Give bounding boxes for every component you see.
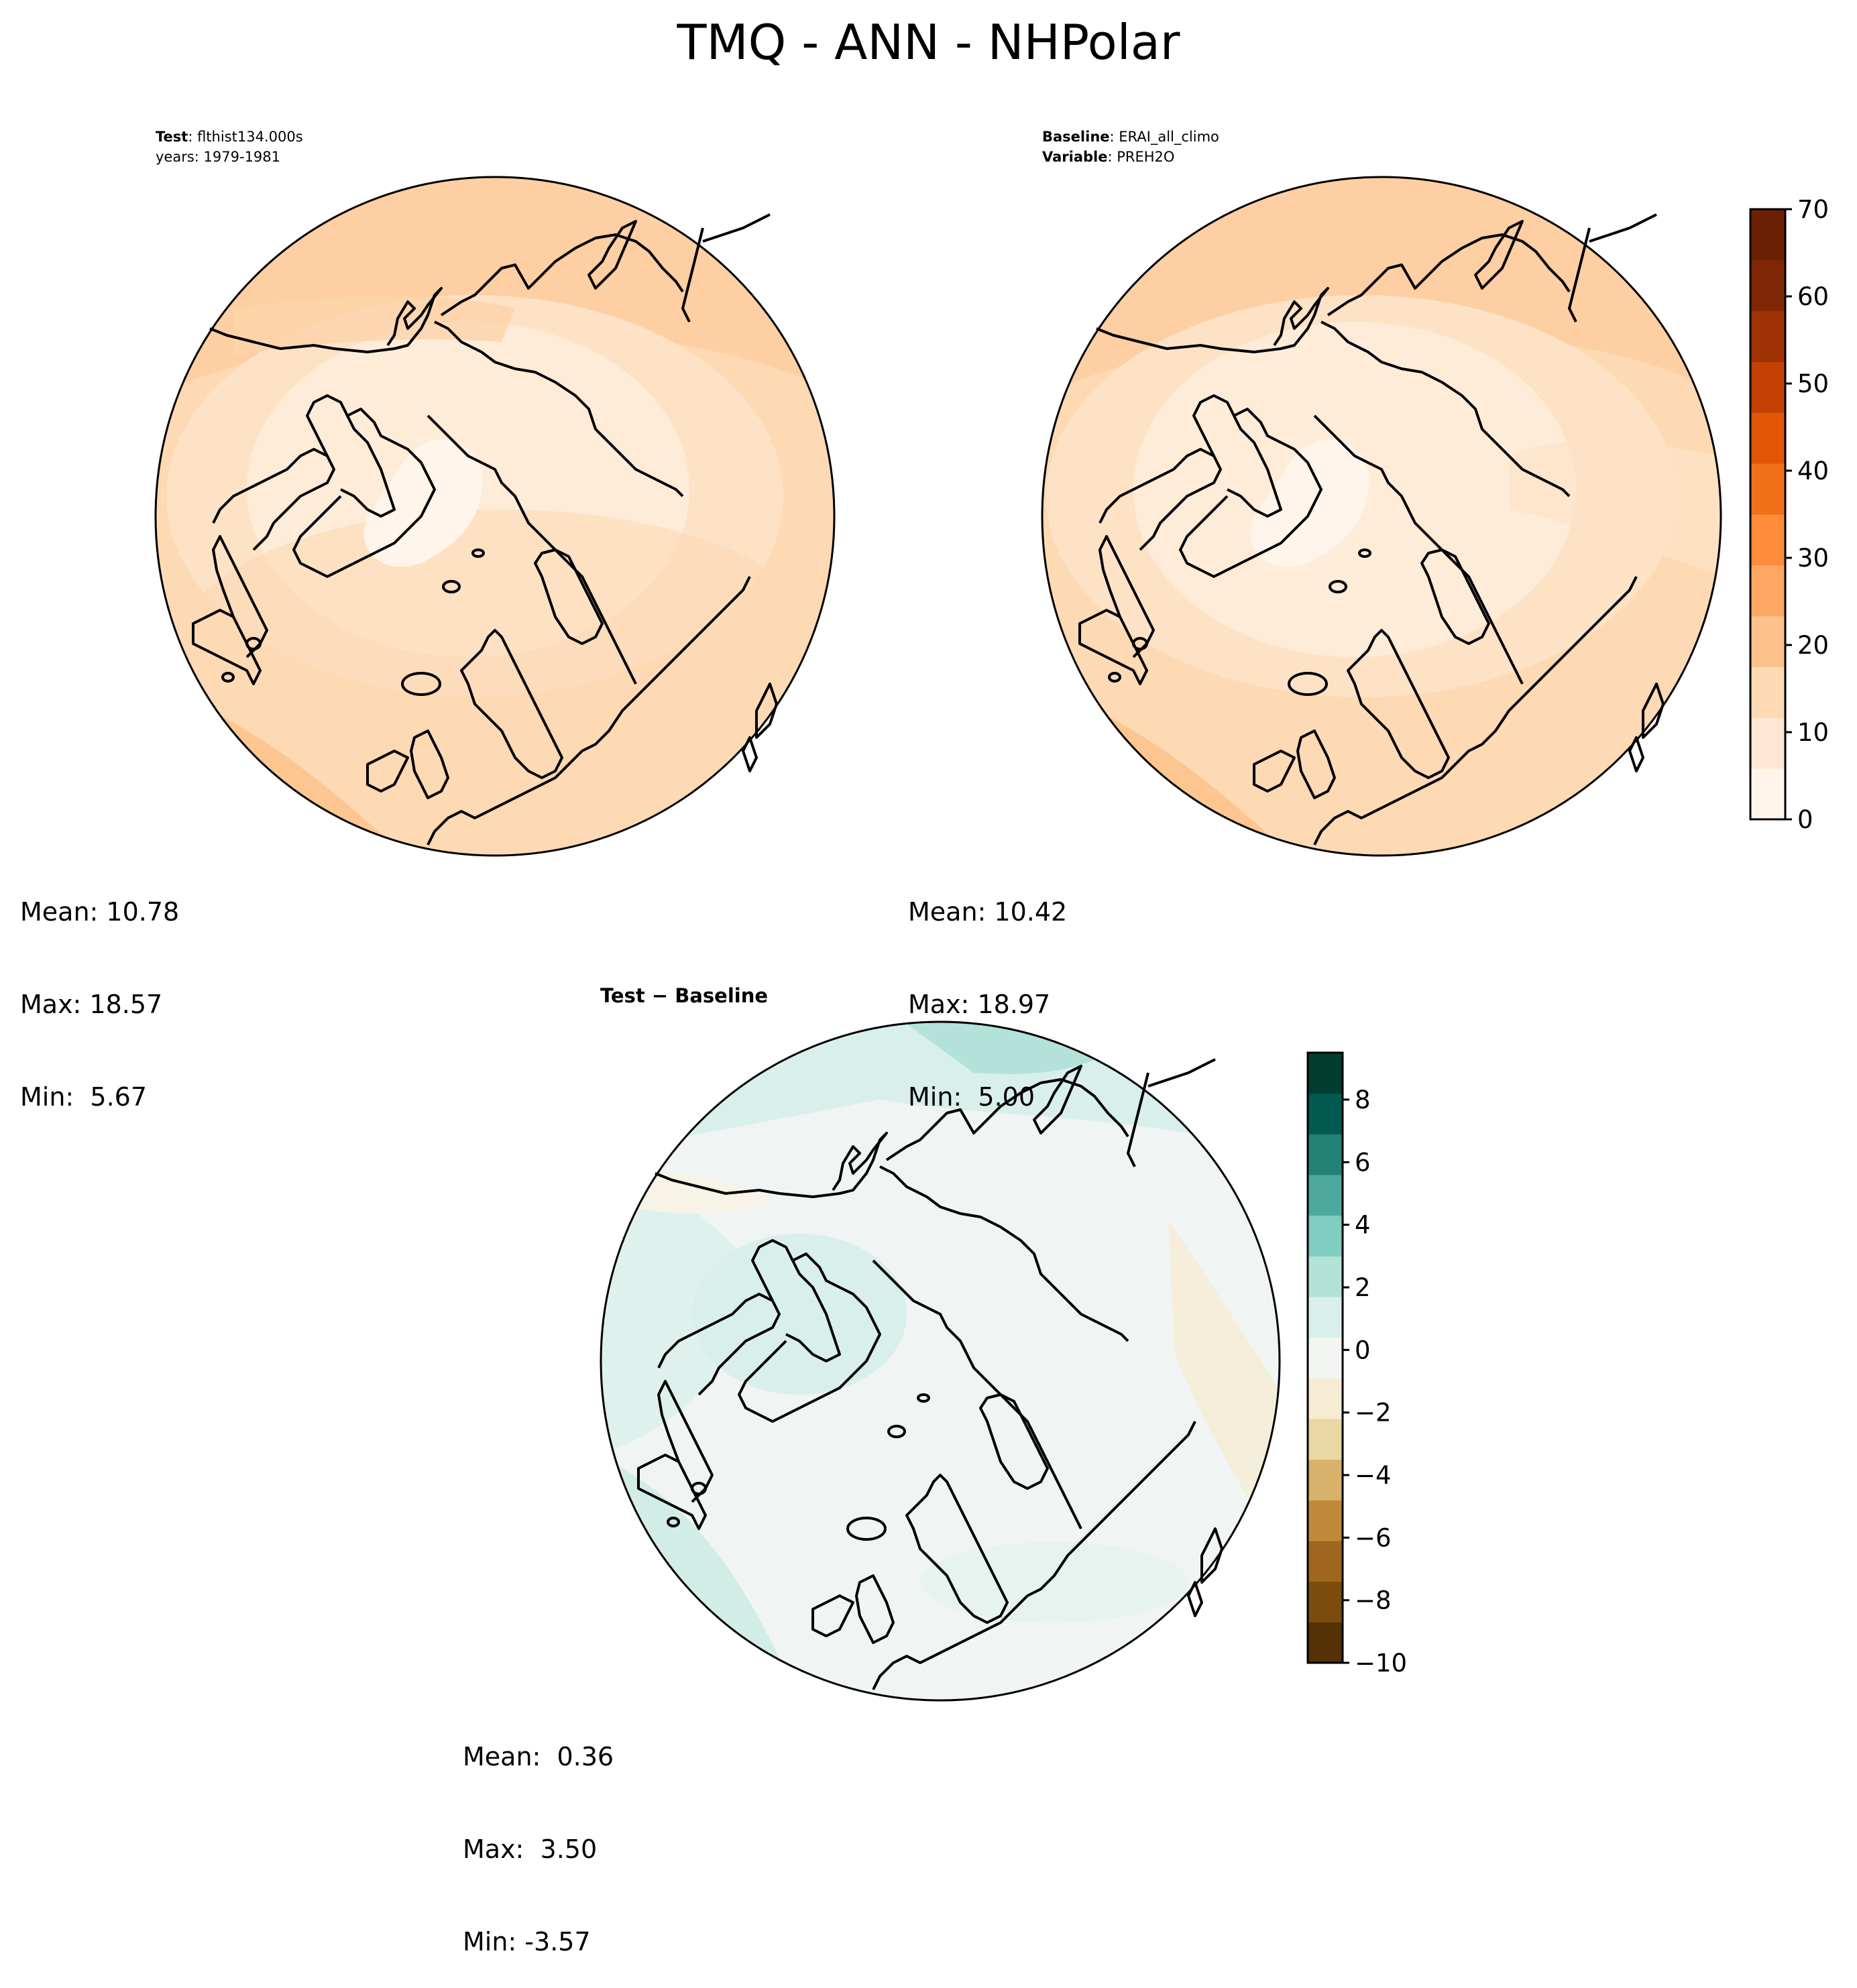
colorbar-segment xyxy=(1308,1581,1343,1623)
colorbar-segment xyxy=(1750,666,1785,718)
test-case-name: : flthist134.000s xyxy=(188,129,303,145)
colorbar-segment xyxy=(1308,1093,1343,1134)
test-max: Max: 18.57 xyxy=(20,990,163,1019)
colorbar-segment xyxy=(1750,463,1785,515)
baseline-case-name: : ERAI_all_climo xyxy=(1109,129,1219,145)
colorbar-tick-label: 30 xyxy=(1797,544,1829,573)
diff-min: Min: -3.57 xyxy=(463,1927,591,1956)
diff-colorbar: −10 −8 −6 −4 −2 0 2 4 6 8 xyxy=(1306,1051,1407,1678)
colorbar-segment xyxy=(1308,1622,1343,1663)
colorbar-tick-label: 0 xyxy=(1797,805,1813,834)
variable-name: : PREH2O xyxy=(1107,149,1175,165)
colorbar-segment xyxy=(1308,1134,1343,1175)
colorbar-segment xyxy=(1750,514,1785,566)
colorbar-segment xyxy=(1750,412,1785,464)
colorbar-segment xyxy=(1308,1297,1343,1338)
colorbar-tick-label: 60 xyxy=(1797,282,1829,311)
colorbar-segment xyxy=(1308,1215,1343,1256)
colorbar-tick-label: 6 xyxy=(1355,1148,1371,1177)
colorbar-segment xyxy=(1308,1459,1343,1501)
test-label: Test xyxy=(156,129,188,145)
baseline-map xyxy=(1041,176,1722,857)
colorbar-tick-label: 40 xyxy=(1797,457,1829,485)
colorbar-tick-label: 0 xyxy=(1355,1336,1371,1364)
coastlines xyxy=(1078,213,1665,845)
coastlines xyxy=(192,213,778,845)
colorbar-segment xyxy=(1750,616,1785,667)
colorbar-tick-label: −6 xyxy=(1355,1523,1392,1552)
diff-max: Max: 3.50 xyxy=(463,1834,598,1864)
colorbar-segment xyxy=(1750,310,1785,362)
colorbar-tick-label: 2 xyxy=(1355,1273,1371,1302)
colorbar-tick-label: −10 xyxy=(1355,1649,1407,1678)
colorbar-segment xyxy=(1750,259,1785,312)
diff-annotation: Test − Baseline xyxy=(600,986,768,1006)
colorbar-tick-label: 20 xyxy=(1797,631,1829,660)
diff-label: Test − Baseline xyxy=(600,984,769,1007)
colorbar-segment xyxy=(1308,1053,1343,1094)
colorbar-segment xyxy=(1750,717,1785,769)
baseline-max: Max: 18.97 xyxy=(908,990,1051,1019)
colorbar-segment xyxy=(1308,1378,1343,1419)
colorbar-segment xyxy=(1308,1541,1343,1582)
colorbar-frame xyxy=(1306,1051,1344,1664)
colorbar-tick-label: 70 xyxy=(1797,195,1829,224)
colorbar-segment xyxy=(1750,361,1785,413)
colorbar-tick-label: 10 xyxy=(1797,718,1829,747)
colorbar-segment xyxy=(1750,768,1785,820)
main-colorbar: 0 10 20 30 40 50 60 70 xyxy=(1749,195,1829,834)
diff-mean: Mean: 0.36 xyxy=(463,1742,614,1771)
baseline-min: Min: 5.00 xyxy=(908,1082,1035,1112)
colorbar-segment xyxy=(1308,1337,1343,1379)
colorbar-tick-label: 50 xyxy=(1797,369,1829,398)
baseline-mean: Mean: 10.42 xyxy=(908,897,1068,927)
test-years: years: 1979-1981 xyxy=(156,149,281,165)
colorbar-tick-label: 4 xyxy=(1355,1211,1371,1240)
test-map xyxy=(154,176,836,857)
colorbar-frame xyxy=(1749,208,1787,821)
colorbar-tick-label: −4 xyxy=(1355,1461,1392,1490)
test-min: Min: 5.67 xyxy=(20,1082,147,1112)
colorbar-segment xyxy=(1308,1500,1343,1541)
diff-map xyxy=(600,1020,1281,1702)
diff-stats: Mean: 0.36 Max: 3.50 Min: -3.57 xyxy=(463,1680,614,1988)
colorbar-segment xyxy=(1308,1175,1343,1216)
baseline-annotation: Baseline: ERAI_all_climo Variable: PREH2… xyxy=(1042,127,1219,167)
baseline-stats: Mean: 10.42 Max: 18.97 Min: 5.00 xyxy=(908,835,1067,1143)
colorbar-tick-label: 8 xyxy=(1355,1086,1371,1114)
colorbar-tick-label: −2 xyxy=(1355,1399,1392,1427)
test-annotation: Test: flthist134.000s years: 1979-1981 xyxy=(156,127,303,167)
test-mean: Mean: 10.78 xyxy=(20,897,180,927)
colorbar-segment xyxy=(1308,1256,1343,1297)
colorbar-segment xyxy=(1750,565,1785,617)
colorbar-segment xyxy=(1750,209,1785,261)
variable-label: Variable xyxy=(1042,149,1108,165)
colorbar-tick-label: −8 xyxy=(1355,1586,1392,1615)
baseline-label: Baseline xyxy=(1042,129,1110,145)
test-stats: Mean: 10.78 Max: 18.57 Min: 5.67 xyxy=(20,835,179,1143)
colorbar-segment xyxy=(1308,1419,1343,1460)
figure-title: TMQ - ANN - NHPolar xyxy=(677,14,1180,70)
